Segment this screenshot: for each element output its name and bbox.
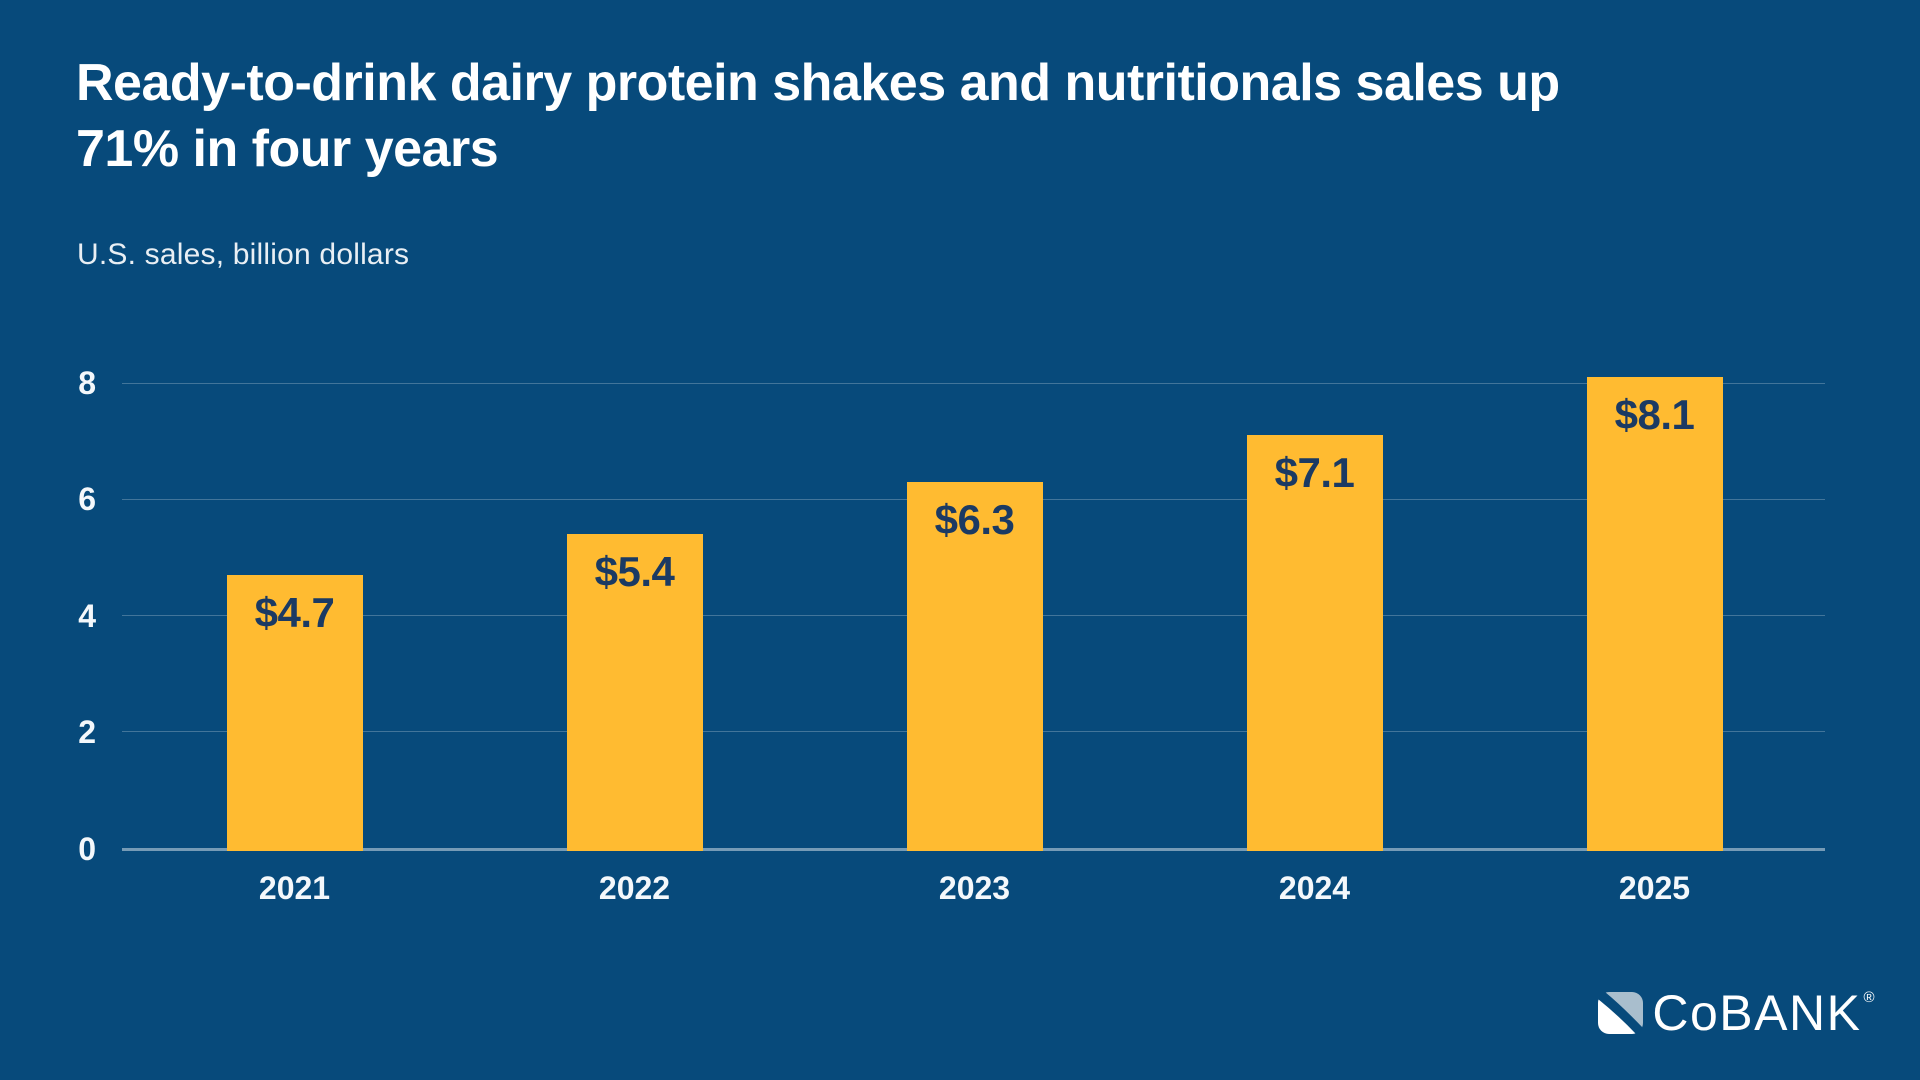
chart-title-line-2: 71% in four years <box>76 120 499 178</box>
chart-title: Ready-to-drink dairy protein shakes and … <box>76 50 1560 182</box>
bar-2022: $5.4 <box>566 534 703 851</box>
y-axis-tick-label-6: 6 <box>78 481 96 518</box>
bar-value-label-2021: $4.7 <box>254 588 335 636</box>
bar-2024: $7.1 <box>1246 435 1383 851</box>
x-axis-label-2023: 2023 <box>938 870 1011 906</box>
bar-2021: $4.7 <box>226 574 363 851</box>
cobank-diagonal-split-square-icon <box>1598 992 1644 1034</box>
x-axis-label-2025: 2025 <box>1618 870 1691 906</box>
cobank-logo: CoBANK ® <box>1598 988 1876 1038</box>
bar-value-label-2023: $6.3 <box>934 495 1015 543</box>
registered-trademark-symbol: ® <box>1863 989 1876 1006</box>
y-axis-tick-label-0: 0 <box>78 831 96 867</box>
bar-value-label-2022: $5.4 <box>594 548 675 596</box>
x-axis-label-2022: 2022 <box>598 870 671 906</box>
y-axis-tick-label-2: 2 <box>78 713 96 750</box>
y-axis-tick-label-8: 8 <box>78 365 96 402</box>
chart-title-line-1: Ready-to-drink dairy protein shakes and … <box>76 54 1560 112</box>
gridline-y-8 <box>122 382 1825 384</box>
chart-subtitle: U.S. sales, billion dollars <box>77 238 410 271</box>
x-axis-label-2021: 2021 <box>258 870 331 906</box>
bar-2023: $6.3 <box>906 481 1043 851</box>
cobank-wordmark-text: CoBANK <box>1652 985 1862 1041</box>
bar-2025: $8.1 <box>1586 377 1723 851</box>
bar-value-label-2024: $7.1 <box>1274 449 1355 497</box>
y-axis-tick-label-4: 4 <box>78 597 96 634</box>
cobank-wordmark: CoBANK ® <box>1652 988 1876 1038</box>
bar-value-label-2025: $8.1 <box>1614 391 1695 439</box>
x-axis-label-2024: 2024 <box>1278 870 1351 906</box>
